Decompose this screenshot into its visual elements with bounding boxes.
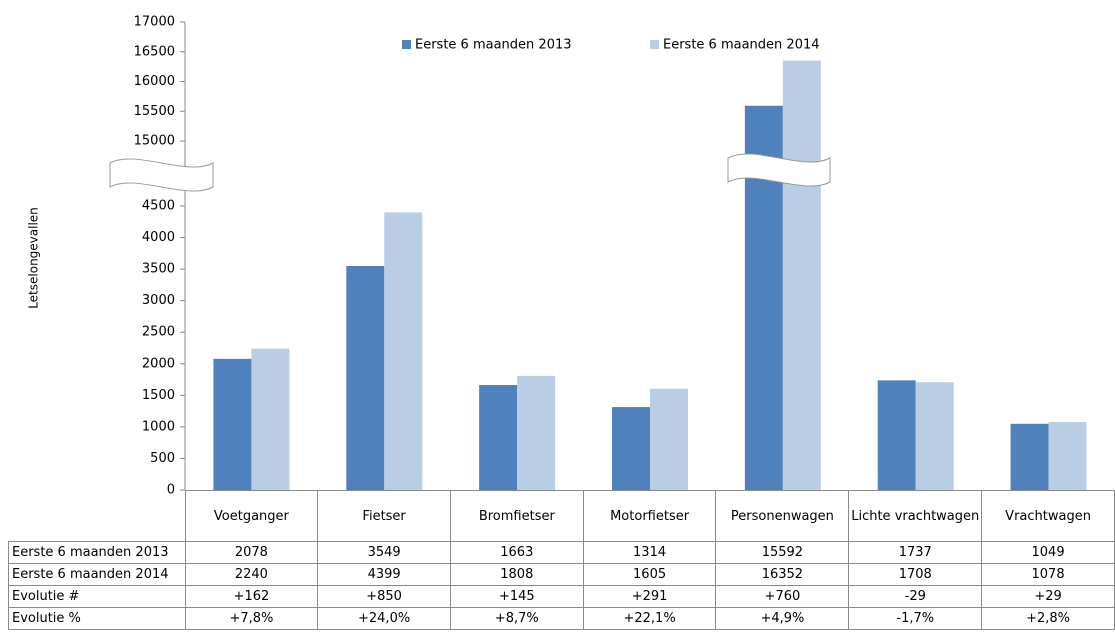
bar xyxy=(251,348,290,490)
y-tick-label: 16000 xyxy=(134,74,175,89)
table-cell: 15592 xyxy=(715,541,850,564)
bar xyxy=(612,407,650,490)
legend-label: Eerste 6 maanden 2013 xyxy=(415,38,572,53)
row-label: Evolutie # xyxy=(8,585,186,608)
y-axis-label: Letselongevallen xyxy=(27,207,41,309)
table-row: Eerste 6 maanden 2014 2240 4399 1808 1605 163… xyxy=(8,563,1115,586)
legend-swatch xyxy=(650,40,659,49)
table-cell: +145 xyxy=(449,585,584,608)
legend-label: Eerste 6 maanden 2014 xyxy=(663,38,820,53)
y-tick-label: 15000 xyxy=(134,134,175,149)
table-cell: 1808 xyxy=(449,563,584,586)
y-tick-label: 500 xyxy=(150,451,175,466)
data-table: Voetganger Fietser Bromfietser Motorfietser… xyxy=(8,490,1115,630)
table-cell: 1049 xyxy=(981,541,1115,564)
table-cell: 1663 xyxy=(449,541,584,564)
table-cell: +4,9% xyxy=(715,607,850,630)
bar xyxy=(1048,421,1087,490)
y-tick-label: 16500 xyxy=(134,44,175,59)
y-tick-label: 2500 xyxy=(142,325,175,340)
table-cell: -29 xyxy=(848,585,983,608)
category-label: Bromfietser xyxy=(449,490,584,542)
table-cell: 4399 xyxy=(317,563,451,586)
table-cell: +8,7% xyxy=(449,607,584,630)
table-cell: +760 xyxy=(715,585,850,608)
bar xyxy=(479,385,518,490)
table-cell: 3549 xyxy=(317,541,451,564)
bar xyxy=(782,60,821,490)
table-cell: 1737 xyxy=(848,541,983,564)
y-tick-label: 0 xyxy=(167,483,175,498)
legend-swatch xyxy=(402,40,411,49)
table-cell: +29 xyxy=(981,585,1115,608)
table-cell: +291 xyxy=(582,585,717,608)
y-tick-label: 17000 xyxy=(134,15,175,30)
table-row: Eerste 6 maanden 2013 2078 3549 1663 1314 155… xyxy=(8,541,1115,564)
table-cell: 1708 xyxy=(848,563,983,586)
category-label: Personenwagen xyxy=(715,490,850,542)
category-label: Fietser xyxy=(317,490,451,542)
table-cell: +162 xyxy=(184,585,319,608)
table-cell: 2078 xyxy=(184,541,319,564)
y-tick-label: 3500 xyxy=(142,262,175,277)
bar xyxy=(213,358,252,490)
category-label: Motorfietser xyxy=(582,490,717,542)
bar xyxy=(384,212,423,491)
table-cell: +2,8% xyxy=(981,607,1115,630)
row-label: Eerste 6 maanden 2014 xyxy=(8,563,186,586)
table-cell: 16352 xyxy=(715,563,850,586)
blank xyxy=(9,491,186,542)
bar xyxy=(346,266,385,490)
category-label: Lichte vrachtwagen xyxy=(848,490,983,542)
table-header-row: Voetganger Fietser Bromfietser Motorfietser… xyxy=(9,490,1115,542)
table-cell: 1314 xyxy=(582,541,717,564)
y-tick-label: 4000 xyxy=(142,230,175,245)
y-tick-label: 1000 xyxy=(142,419,175,434)
row-label: Evolutie % xyxy=(8,607,186,630)
table-cell: 1078 xyxy=(981,563,1115,586)
table-cell: 2240 xyxy=(184,563,319,586)
table-cell: -1,7% xyxy=(848,607,983,630)
table-row: Evolutie # +162 +850 +145 +291 +760 -29 +29 xyxy=(8,585,1115,608)
y-tick-label: 3000 xyxy=(142,293,175,308)
y-tick-label: 15500 xyxy=(134,104,175,119)
bar xyxy=(915,382,954,490)
y-tick-label: 2000 xyxy=(142,356,175,371)
axis-break xyxy=(727,153,831,187)
bar xyxy=(650,388,688,490)
y-tick-label: 1500 xyxy=(142,388,175,403)
table-cell: +7,8% xyxy=(184,607,319,630)
table-cell: +850 xyxy=(317,585,451,608)
bar xyxy=(1010,423,1049,490)
table-cell: +24,0% xyxy=(317,607,451,630)
category-label: Vrachtwagen xyxy=(981,490,1115,542)
table-row: Evolutie % +7,8% +24,0% +8,7% +22,1% +4,9% -1,… xyxy=(8,607,1115,630)
axis-break xyxy=(109,158,214,192)
table-cell: +22,1% xyxy=(582,607,717,630)
bar xyxy=(877,380,916,490)
table-cell: 1605 xyxy=(582,563,717,586)
category-label: Voetganger xyxy=(184,490,319,542)
row-label: Eerste 6 maanden 2013 xyxy=(8,541,186,564)
bar xyxy=(517,375,556,490)
y-tick-label: 4500 xyxy=(142,199,175,214)
